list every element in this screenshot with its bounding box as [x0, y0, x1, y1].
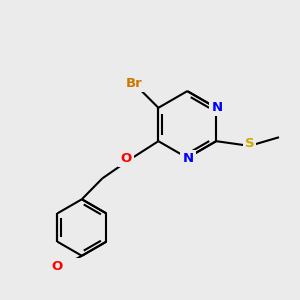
Text: S: S — [245, 137, 254, 150]
Text: O: O — [52, 260, 63, 273]
Text: N: N — [212, 100, 223, 113]
Text: Br: Br — [125, 77, 142, 90]
Text: N: N — [182, 152, 194, 165]
Text: O: O — [120, 152, 131, 165]
